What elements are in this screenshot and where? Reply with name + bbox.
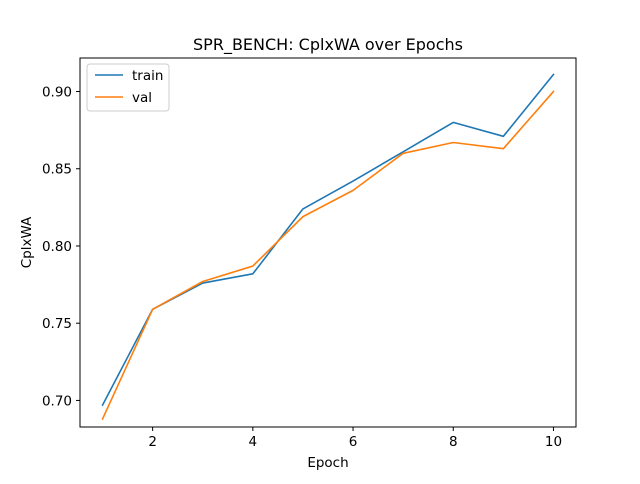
y-tick-label: 0.90 xyxy=(42,85,72,101)
y-tick-label: 0.70 xyxy=(42,393,72,409)
axis-ticks: 2 4 6 8 10 0.70 0.75 0.80 0.85 0.90 xyxy=(42,85,562,450)
x-tick-label: 6 xyxy=(349,434,358,450)
plot-area-frame xyxy=(79,57,577,428)
chart-title: SPR_BENCH: CplxWA over Epochs xyxy=(193,35,463,55)
y-tick-label: 0.75 xyxy=(42,316,72,332)
y-axis-label: CplxWA xyxy=(19,216,35,268)
x-tick-label: 2 xyxy=(148,434,157,450)
series-lines xyxy=(101,73,555,421)
legend: train val xyxy=(86,63,170,112)
x-tick-label: 4 xyxy=(249,434,258,450)
x-axis-label: Epoch xyxy=(307,455,348,471)
series-line-val xyxy=(101,90,555,421)
legend-label-train: train xyxy=(132,68,163,84)
x-tick-label: 10 xyxy=(545,434,562,450)
legend-label-val: val xyxy=(132,90,152,106)
x-tick-label: 8 xyxy=(449,434,458,450)
y-tick-label: 0.80 xyxy=(42,239,72,255)
y-tick-label: 0.85 xyxy=(42,162,72,178)
